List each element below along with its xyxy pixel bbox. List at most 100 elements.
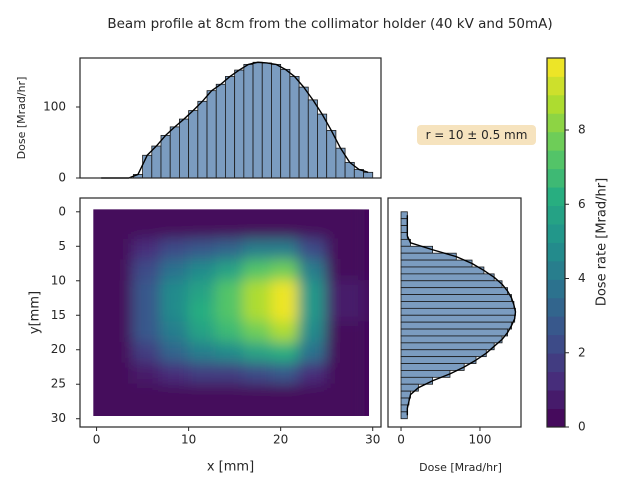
colorbar-band [547,316,565,336]
histogram-bar [400,390,411,399]
colorbar-band [547,224,565,243]
histogram-bar [160,134,171,179]
histogram-bar [400,314,516,323]
histogram-bar [252,61,263,179]
colorbar-tick-label: 6 [578,197,586,211]
colorbar-tick-label: 0 [578,420,586,434]
y-tick-label: 0 [58,204,66,218]
contour-cell [270,404,310,416]
contour-cell [298,404,337,416]
histogram-bar [234,69,245,179]
histogram-bar [197,100,208,179]
y-tick-label: 25 [51,377,66,391]
chart-title: Beam profile at 8cm from the collimator … [107,16,552,32]
histogram-bar [400,307,516,316]
histogram-bar [400,225,408,233]
histogram-bar [225,76,236,179]
x-axis-label: x [mm] [207,460,254,475]
histogram-bar [261,62,272,179]
colorbar-band [547,94,565,114]
x-tick-label: 0 [397,433,405,447]
histogram-bar [307,99,318,179]
histogram-bar [206,90,217,179]
histogram-bar [400,280,503,289]
y-tick-label: 5 [58,239,66,253]
colorbar-band [547,353,565,373]
contour-cell [93,404,116,416]
y-tick-label: 15 [51,308,66,322]
colorbar-tick-label: 2 [578,345,586,359]
colorbar-band [547,76,565,96]
x-tick-label: 20 [273,433,288,447]
histogram-bar [280,68,291,179]
histogram-bar [363,171,374,179]
histogram-bar [215,83,226,179]
histogram-bar [142,154,153,179]
y-axis-label: Dose [Mrad/hr] [15,77,28,160]
contour-cell [325,404,365,416]
histogram-bar [298,86,309,179]
histogram-bar [400,266,485,275]
histogram-bar [317,113,328,179]
colorbar-tick-label: 8 [578,123,586,137]
x-tick-label: 100 [469,433,492,447]
histogram-bar [400,259,473,268]
x-tick-label: 10 [181,433,196,447]
contour-area [93,209,370,416]
histogram-bar [400,294,512,302]
contour-cell [215,404,254,416]
histogram-bar [400,404,408,413]
contour-cell [187,404,227,416]
contour-cell [242,404,282,416]
contour-field [93,209,365,416]
x-tick-label: 30 [365,433,380,447]
y-tick-label: 0 [58,171,66,185]
colorbar-band [547,334,565,354]
profile-curve [406,215,517,416]
colorbar-band [547,371,565,391]
profile-curve [101,61,369,179]
colorbar-band [547,113,565,133]
colorbar-band [547,297,565,317]
histogram-bar [400,211,408,220]
annotation-text: r = 10 ± 0.5 mm [426,128,528,142]
colorbar-band [547,390,565,409]
histogram-bar [400,301,515,309]
histogram-bar [289,76,300,179]
x-axis-label: Dose [Mrad/hr] [419,461,502,474]
colorbar-band [547,187,565,206]
colorbar-band [547,150,565,170]
y-tick-label: 10 [51,273,66,287]
colorbar-band [547,260,565,280]
panel-frame [79,57,382,179]
y-axis-label: y[mm] [28,291,43,334]
colorbar-label: Dose rate [Mrad/hr] [595,178,610,306]
histogram-bar [400,349,487,358]
histogram-bar [400,335,503,344]
panel-frame [387,197,522,428]
histogram-bar [151,145,162,179]
x-tick-label: 0 [93,433,101,447]
colorbar-band [547,131,565,151]
histogram-bar [179,118,190,179]
y-tick-label: 100 [43,99,66,113]
contour-cell [104,404,144,416]
contour-cell [132,404,172,416]
histogram-bar [400,363,465,371]
histogram-bar [169,126,180,179]
histogram-bar [400,342,495,351]
colorbar-band [547,408,565,428]
colorbar-band [547,205,565,225]
colorbar-frame [546,57,566,428]
histogram-bar [400,287,508,295]
histogram-bar [400,232,408,240]
histogram-bar [400,356,477,364]
annotation: r = 10 ± 0.5 mm [417,125,536,145]
colorbar-band [547,242,565,262]
histogram-bar [271,63,282,179]
histogram-bar [400,328,508,337]
histogram-bar [243,63,254,179]
y-tick-label: 20 [51,342,66,356]
annotation-box [417,125,536,145]
